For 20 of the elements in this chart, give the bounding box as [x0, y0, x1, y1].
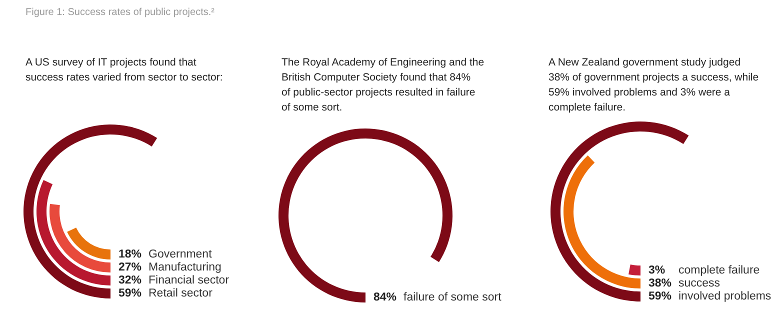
text: The Royal Academy of Engineering and the British Computer Society found that 84% of public-sector projects resulted in failure of some sort.	[282, 56, 484, 114]
data-label: 3%	[648, 264, 666, 276]
category-label: Government	[148, 248, 213, 260]
category-label: failure of some sort	[404, 292, 502, 304]
data-label: 38%	[648, 278, 672, 290]
data-label: 84%	[374, 292, 397, 304]
data-label: 59%	[118, 288, 142, 300]
category-label: complete failure	[678, 264, 760, 276]
data-label: 27%	[118, 262, 142, 274]
data-label: 32%	[118, 274, 142, 286]
category-label: Manufacturing	[148, 262, 222, 274]
category-label: success	[678, 278, 720, 290]
data-label: 18%	[118, 248, 142, 260]
category-label: Financial sector	[148, 274, 230, 286]
text: A New Zealand government study judged 38% of government projects a success, while 59% involved problems and 3% were a complete failure.	[548, 56, 759, 114]
category-label: Retail sector	[148, 288, 213, 300]
category-label: involved problems	[678, 290, 772, 302]
data-label: 59%	[648, 290, 672, 302]
text: Figure 1: Success rates of public projects.²	[26, 7, 216, 18]
text: A US survey of IT projects found that success rates varied from sector to sector:	[26, 56, 223, 84]
